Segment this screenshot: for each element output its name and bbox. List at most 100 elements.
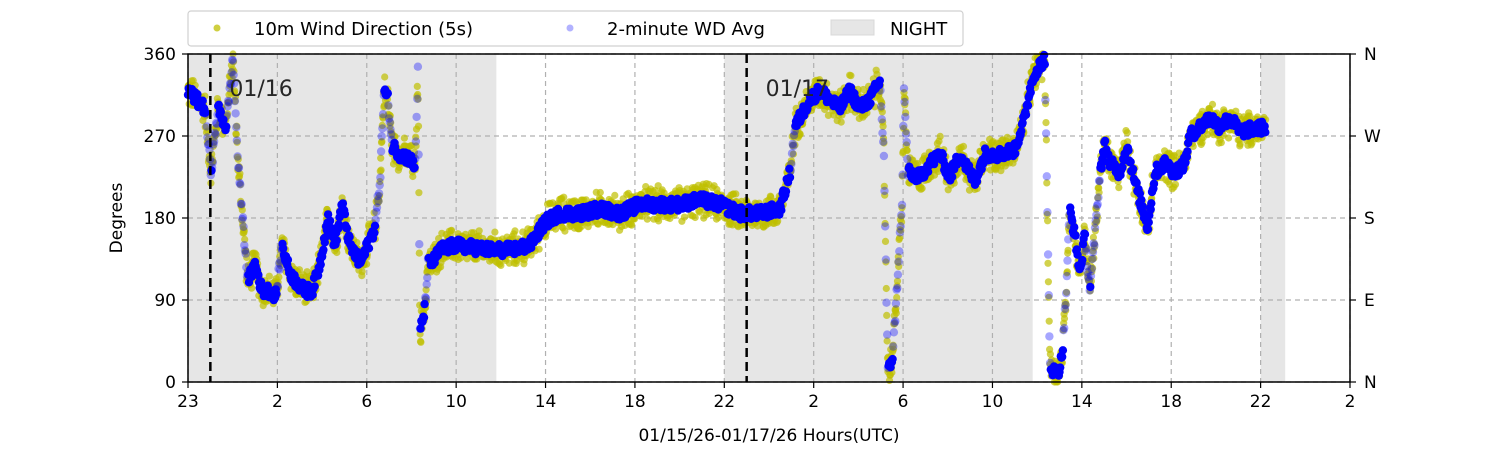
wd-avg-point — [1090, 223, 1100, 232]
x-tick-label: 10 — [982, 392, 1004, 412]
wd-5s-point — [767, 193, 775, 201]
wd-5s-point — [561, 227, 569, 235]
wd-5s-point — [1095, 177, 1104, 186]
wd-avg-point — [232, 136, 242, 145]
wd-5s-point — [882, 258, 890, 266]
wd-5s-point — [901, 101, 909, 109]
wd-avg-point — [1011, 149, 1020, 158]
wd-avg-point — [1089, 239, 1098, 248]
wd-avg-point — [234, 163, 244, 173]
wd-5s-point — [230, 67, 238, 75]
wd-5s-point — [901, 95, 909, 103]
wd-avg-point — [1091, 216, 1100, 225]
wd-5s-point — [386, 112, 394, 120]
wd-5s-point — [680, 213, 689, 221]
x-tick-label: 2 — [272, 392, 283, 412]
wd-5s-point — [691, 213, 699, 222]
wd-5s-point — [847, 72, 855, 80]
wd-avg-point — [1083, 268, 1092, 277]
wd-avg-point — [1138, 202, 1147, 211]
wd-avg-point — [878, 128, 887, 138]
wd-avg-point — [890, 318, 899, 327]
wd-avg-point — [1039, 50, 1049, 60]
wd-avg-point — [232, 123, 241, 132]
wd-avg-point — [1088, 254, 1097, 264]
wd-avg-point — [370, 228, 379, 237]
wd-avg-point — [1058, 352, 1067, 361]
wd-avg-point — [411, 154, 420, 163]
wd-5s-point — [228, 73, 236, 82]
wd-5s-point — [457, 254, 465, 262]
wd-avg-point — [1147, 199, 1156, 208]
wd-avg-point — [897, 200, 907, 210]
wd-5s-point — [1046, 350, 1054, 358]
wd-avg-point — [1144, 218, 1153, 227]
x-tick-label: 6 — [898, 392, 909, 412]
wd-avg-point — [881, 255, 891, 264]
wd-5s-point — [491, 228, 499, 236]
wd-5s-point — [385, 102, 393, 110]
wd-5s-point — [413, 82, 421, 90]
wd-avg-point — [1058, 346, 1068, 355]
wd-avg-point — [375, 180, 384, 190]
wd-5s-point — [903, 147, 911, 155]
y-tick-label: 270 — [144, 127, 176, 147]
wd-avg-point — [279, 244, 288, 253]
wd-avg-point — [372, 203, 382, 212]
wd-avg-point — [1068, 216, 1077, 226]
wd-5s-point — [643, 215, 651, 223]
wd-5s-point — [732, 190, 740, 198]
wd-avg-point — [1060, 304, 1070, 314]
wd-avg-point — [897, 211, 906, 220]
wd-5s-point — [893, 277, 902, 285]
wd-avg-point — [1126, 157, 1135, 167]
wd-5s-point — [878, 99, 886, 107]
wd-5s-point — [1038, 76, 1046, 84]
wd-5s-point — [837, 118, 845, 126]
wd-avg-point — [230, 79, 239, 88]
wd-5s-point — [1059, 326, 1067, 334]
y-tick-label: 360 — [144, 45, 176, 65]
wd-5s-point — [881, 219, 889, 228]
wd-5s-point — [1042, 136, 1050, 144]
wd-5s-point — [1095, 188, 1103, 196]
wd-5s-point — [511, 227, 519, 235]
wd-avg-point — [1043, 250, 1053, 259]
wd-avg-point — [777, 206, 786, 215]
wd-avg-point — [219, 115, 228, 125]
wd-avg-point — [233, 152, 242, 161]
wd-avg-point — [310, 282, 319, 291]
wd-avg-point — [413, 94, 422, 104]
wd-5s-point — [560, 193, 568, 201]
wd-5s-point — [1124, 138, 1132, 146]
wd-avg-point — [787, 149, 797, 158]
wd-avg-point — [1071, 231, 1080, 240]
x-tick-label: 22 — [1250, 392, 1272, 412]
wd-avg-point — [1143, 225, 1153, 234]
wd-avg-point — [414, 150, 423, 159]
wd-5s-point — [415, 249, 423, 257]
wd-avg-point — [1088, 248, 1098, 257]
wd-5s-point — [552, 225, 560, 233]
wd-avg-point — [376, 147, 386, 156]
wd-avg-point — [274, 264, 283, 273]
wd-avg-point — [899, 84, 909, 93]
wd-5s-point — [414, 95, 422, 103]
wd-avg-point — [411, 137, 421, 146]
wd-avg-point — [1041, 95, 1050, 105]
wd-avg-point — [373, 191, 382, 201]
wd-avg-point — [370, 221, 380, 230]
date-label-0116: 01/16 — [229, 77, 292, 102]
wd-5s-point — [1225, 134, 1233, 142]
wd-5s-point — [1089, 233, 1097, 241]
wd-avg-point — [238, 214, 247, 224]
wd-avg-point — [272, 289, 281, 299]
wd-avg-point — [236, 180, 245, 189]
wd-avg-point — [226, 79, 235, 88]
wd-avg-point — [383, 89, 392, 98]
wd-avg-point — [866, 99, 875, 108]
wd-5s-point — [902, 128, 910, 136]
legend-patch-night — [830, 19, 875, 36]
wd-5s-point — [1003, 133, 1011, 141]
wd-5s-point — [859, 85, 867, 94]
